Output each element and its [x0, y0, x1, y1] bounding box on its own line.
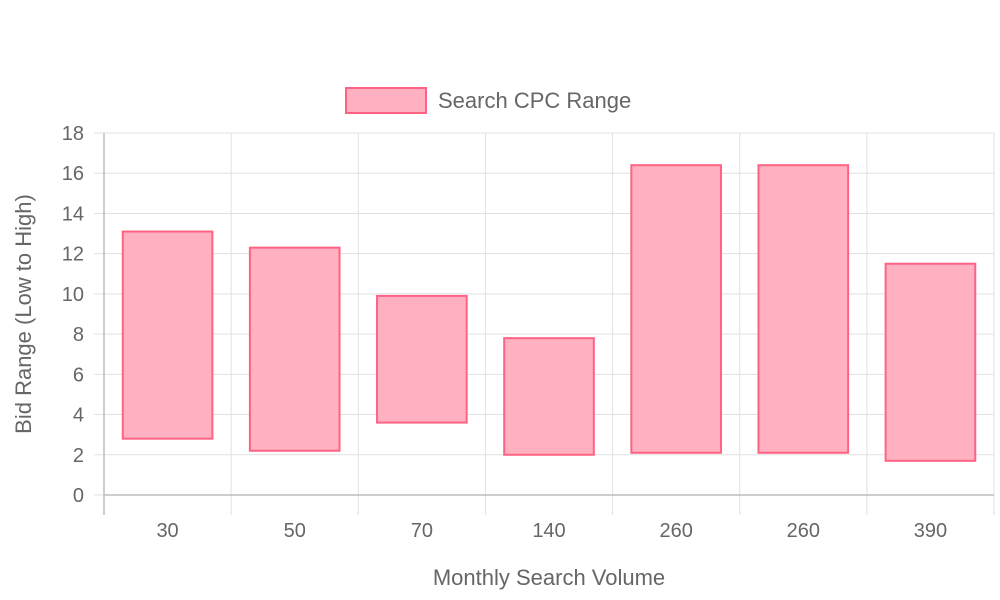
x-tick-label: 390	[914, 520, 947, 542]
bar[interactable]	[248, 246, 341, 452]
x-tick-label: 50	[284, 520, 306, 542]
y-tick-label: 2	[73, 445, 84, 467]
x-tick-label: 260	[659, 520, 692, 542]
y-tick-label: 14	[62, 203, 84, 225]
x-tick-labels: 30 50 70 140 260 260 390	[156, 520, 947, 542]
bar[interactable]	[376, 294, 468, 424]
x-tick-label: 30	[156, 520, 178, 542]
x-tick-label: 260	[787, 520, 820, 542]
y-tick-label: 4	[73, 405, 84, 427]
bar[interactable]	[884, 262, 977, 462]
bar[interactable]	[503, 337, 595, 456]
y-tick-label: 16	[62, 163, 84, 185]
legend[interactable]: Search CPC Range	[345, 87, 631, 114]
y-tick-label: 6	[73, 364, 84, 386]
x-tick-label: 140	[532, 520, 565, 542]
legend-label[interactable]: Search CPC Range	[438, 88, 631, 113]
y-tick-label: 12	[62, 244, 84, 266]
y-tick-labels: 0 2 4 6 8 10 12 14 16 18	[62, 123, 84, 507]
bar[interactable]	[630, 164, 722, 454]
legend-swatch[interactable]	[345, 87, 427, 114]
x-tick-label: 70	[411, 520, 433, 542]
y-tick-label: 8	[73, 324, 84, 346]
axes	[94, 132, 995, 515]
y-tick-label: 10	[62, 284, 84, 306]
bars	[121, 164, 977, 462]
bar[interactable]	[757, 164, 850, 454]
y-tick-label: 0	[73, 485, 84, 507]
x-axis-title: Monthly Search Volume	[433, 565, 665, 590]
y-tick-label: 18	[62, 123, 84, 145]
y-axis-title: Bid Range (Low to High)	[11, 194, 36, 434]
bar[interactable]	[121, 230, 214, 440]
